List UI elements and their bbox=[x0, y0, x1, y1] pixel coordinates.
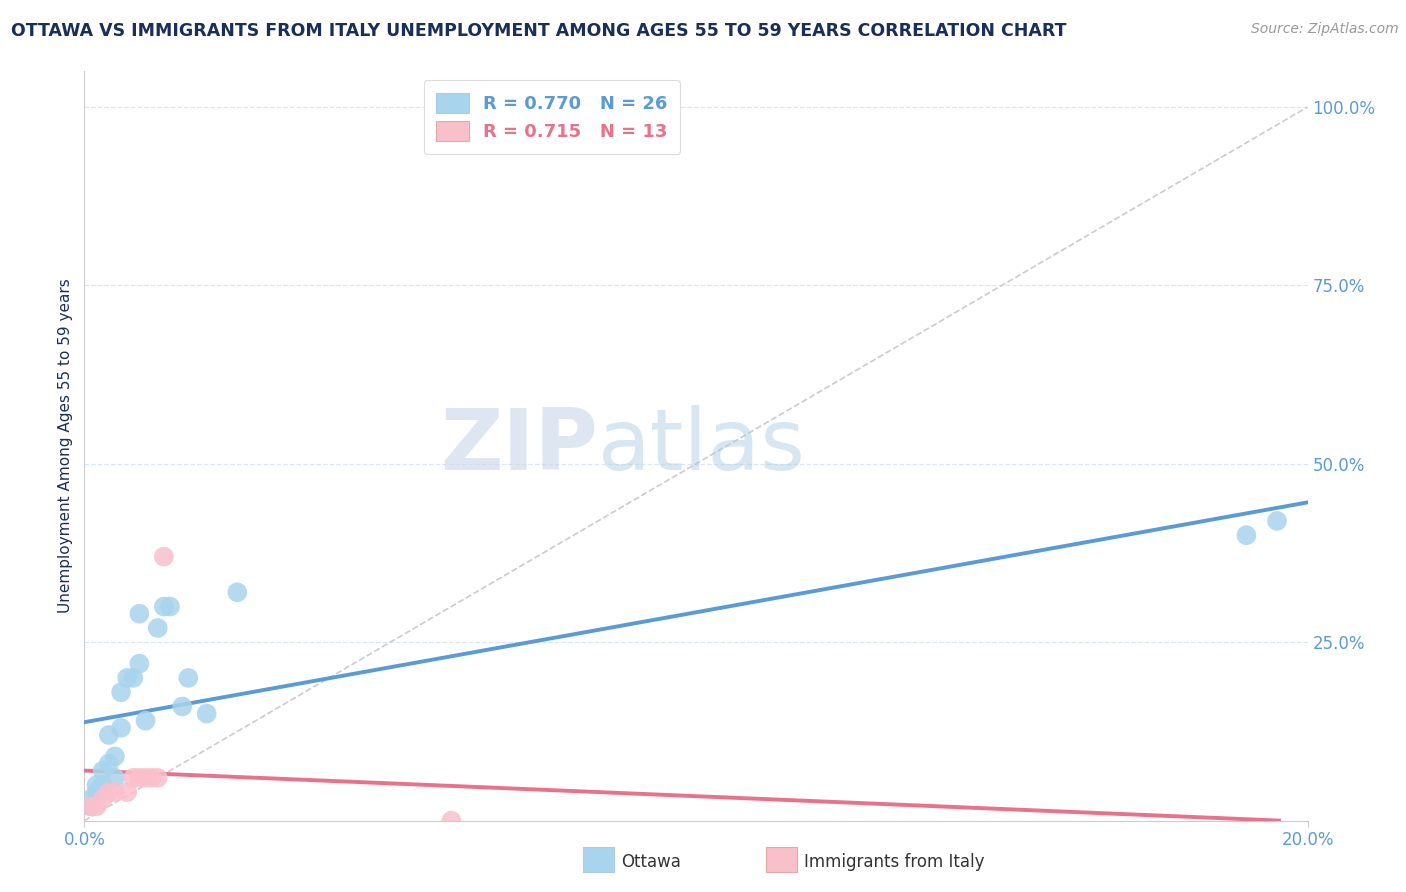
Point bbox=[86, 778, 108, 792]
Point bbox=[153, 599, 176, 614]
Legend: R = 0.770   N = 26, R = 0.715   N = 13: R = 0.770 N = 26, R = 0.715 N = 13 bbox=[423, 80, 681, 153]
Point bbox=[135, 714, 157, 728]
Point bbox=[122, 771, 145, 785]
Point bbox=[172, 699, 194, 714]
Point bbox=[122, 671, 145, 685]
Point bbox=[91, 764, 114, 778]
Point bbox=[1265, 514, 1288, 528]
Point bbox=[115, 785, 138, 799]
Point bbox=[146, 621, 169, 635]
Point bbox=[104, 771, 127, 785]
Text: Source: ZipAtlas.com: Source: ZipAtlas.com bbox=[1251, 22, 1399, 37]
Point bbox=[110, 685, 132, 699]
Point bbox=[1236, 528, 1258, 542]
Text: Ottawa: Ottawa bbox=[621, 853, 682, 871]
Point bbox=[86, 799, 108, 814]
Point bbox=[97, 728, 120, 742]
Y-axis label: Unemployment Among Ages 55 to 59 years: Unemployment Among Ages 55 to 59 years bbox=[58, 278, 73, 614]
Point bbox=[128, 771, 150, 785]
Point bbox=[226, 585, 249, 599]
Point bbox=[128, 657, 150, 671]
Point bbox=[97, 756, 120, 771]
Point bbox=[104, 749, 127, 764]
Point bbox=[79, 799, 101, 814]
Point bbox=[97, 785, 120, 799]
Point bbox=[153, 549, 176, 564]
Point bbox=[146, 771, 169, 785]
Text: atlas: atlas bbox=[598, 404, 806, 488]
Point bbox=[128, 607, 150, 621]
Point bbox=[440, 814, 463, 828]
Text: ZIP: ZIP bbox=[440, 404, 598, 488]
Point bbox=[79, 792, 101, 806]
Point bbox=[110, 721, 132, 735]
Point bbox=[141, 771, 163, 785]
Point bbox=[177, 671, 200, 685]
Text: OTTAWA VS IMMIGRANTS FROM ITALY UNEMPLOYMENT AMONG AGES 55 TO 59 YEARS CORRELATI: OTTAWA VS IMMIGRANTS FROM ITALY UNEMPLOY… bbox=[11, 22, 1067, 40]
Point bbox=[135, 771, 157, 785]
Point bbox=[86, 785, 108, 799]
Point bbox=[195, 706, 218, 721]
Point bbox=[159, 599, 181, 614]
Point bbox=[91, 778, 114, 792]
Point bbox=[79, 799, 101, 814]
Point bbox=[104, 785, 127, 799]
Text: Immigrants from Italy: Immigrants from Italy bbox=[804, 853, 984, 871]
Point bbox=[115, 671, 138, 685]
Point bbox=[91, 792, 114, 806]
